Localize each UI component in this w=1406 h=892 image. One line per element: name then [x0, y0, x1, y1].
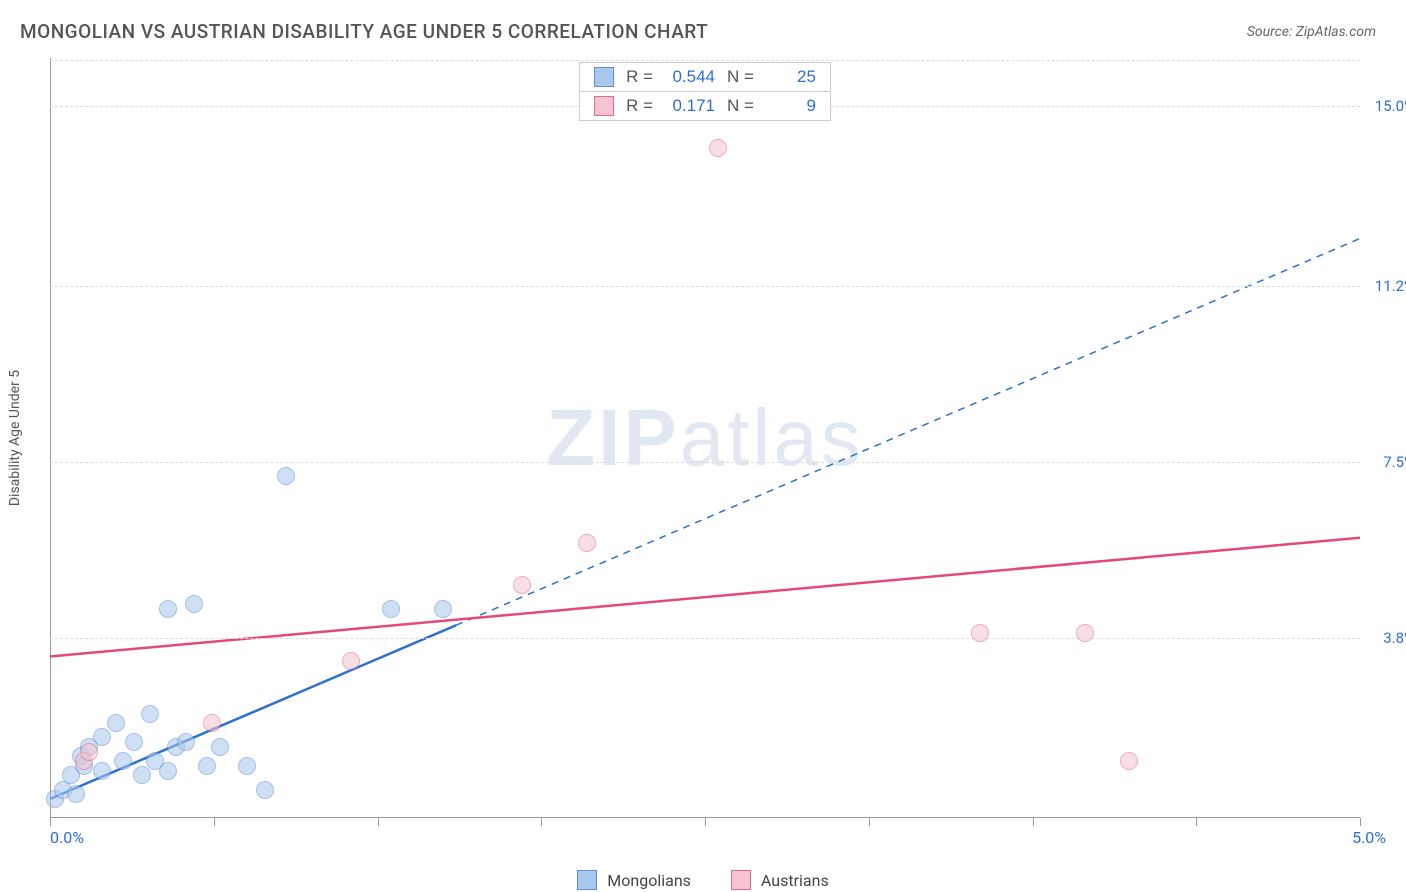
stats-box: R = 0.544 N = 25 R = 0.171 N = 9 — [579, 62, 831, 121]
scatter-point — [114, 752, 132, 770]
y-tick-label: 11.2% — [1375, 277, 1406, 295]
scatter-point — [125, 733, 143, 751]
plot-region: 3.8%7.5%11.2%15.0% — [50, 58, 1360, 818]
scatter-point — [342, 652, 360, 670]
source-label: Source: ZipAtlas.com — [1247, 24, 1376, 40]
gridline — [50, 60, 1360, 61]
n-label: N = — [727, 67, 754, 87]
scatter-point — [382, 600, 400, 618]
x-tick — [869, 818, 870, 826]
scatter-point — [133, 766, 151, 784]
y-axis-label: Disability Age Under 5 — [7, 370, 23, 506]
x-tick — [50, 818, 51, 826]
y-tick-label: 15.0% — [1375, 97, 1406, 115]
chart-title: MONGOLIAN VS AUSTRIAN DISABILITY AGE UND… — [20, 20, 708, 43]
scatter-point — [159, 600, 177, 618]
scatter-point — [177, 733, 195, 751]
y-tick-label: 7.5% — [1383, 453, 1406, 471]
x-tick — [214, 818, 215, 826]
scatter-point — [971, 624, 989, 642]
r-label: R = — [626, 96, 653, 116]
scatter-point — [1120, 752, 1138, 770]
x-tick — [705, 818, 706, 826]
scatter-point — [93, 762, 111, 780]
scatter-point — [277, 467, 295, 485]
y-tick-label: 3.8% — [1383, 629, 1406, 647]
x-axis-start-label: 0.0% — [50, 828, 84, 847]
legend-swatch — [594, 67, 614, 87]
legend-swatch — [731, 870, 751, 890]
scatter-point — [93, 728, 111, 746]
scatter-point — [159, 762, 177, 780]
chart-area: Disability Age Under 5 ZIPatlas 3.8%7.5%… — [50, 58, 1360, 818]
scatter-point — [141, 705, 159, 723]
legend-label: Mongolians — [607, 871, 691, 890]
x-tick — [378, 818, 379, 826]
x-axis-end-label: 5.0% — [1352, 828, 1386, 847]
scatter-point — [198, 757, 216, 775]
gridline — [50, 638, 1360, 639]
n-label: N = — [727, 96, 754, 116]
scatter-point — [80, 743, 98, 761]
scatter-point — [107, 714, 125, 732]
trend-line-dashed — [456, 239, 1360, 626]
scatter-point — [67, 785, 85, 803]
scatter-point — [578, 534, 596, 552]
n-value: 25 — [766, 67, 816, 87]
bottom-legend: Mongolians Austrians — [0, 870, 1406, 890]
trend-line-solid — [50, 538, 1360, 657]
x-tick — [1033, 818, 1034, 826]
x-tick — [1196, 818, 1197, 826]
trend-lines — [50, 58, 1360, 818]
stats-row: R = 0.544 N = 25 — [580, 63, 830, 91]
legend-item: Mongolians — [577, 870, 691, 890]
legend-swatch — [577, 870, 597, 890]
scatter-point — [709, 139, 727, 157]
legend-swatch — [594, 96, 614, 116]
gridline — [50, 286, 1360, 287]
scatter-point — [238, 757, 256, 775]
scatter-point — [434, 600, 452, 618]
legend-label: Austrians — [761, 871, 829, 890]
scatter-point — [211, 738, 229, 756]
scatter-point — [1076, 624, 1094, 642]
r-value: 0.171 — [665, 96, 715, 116]
r-value: 0.544 — [665, 67, 715, 87]
scatter-point — [185, 595, 203, 613]
n-value: 9 — [766, 96, 816, 116]
x-tick — [541, 818, 542, 826]
r-label: R = — [626, 67, 653, 87]
scatter-point — [513, 576, 531, 594]
gridline — [50, 462, 1360, 463]
x-tick — [1360, 818, 1361, 826]
scatter-point — [203, 714, 221, 732]
stats-row: R = 0.171 N = 9 — [580, 91, 830, 120]
scatter-point — [256, 781, 274, 799]
legend-item: Austrians — [731, 870, 829, 890]
